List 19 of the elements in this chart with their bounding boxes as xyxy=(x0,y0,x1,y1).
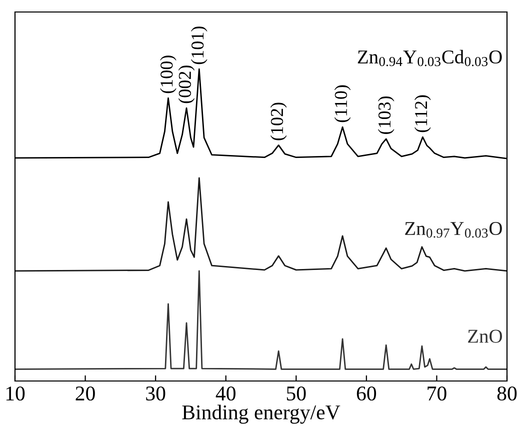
x-tick-label: 10 xyxy=(6,386,25,401)
annotation: (110) xyxy=(334,85,351,122)
annotation: (103) xyxy=(378,96,394,134)
x-tick-label: 80 xyxy=(497,386,517,401)
annotation: (002) xyxy=(178,66,195,104)
x-tick-label: 60 xyxy=(356,386,376,401)
text: Zn$_{0.94}$Y$_{0.03}$Cd$_{0.03}$O xyxy=(358,50,502,66)
x-tick-label: 30 xyxy=(146,386,166,401)
annotation: (102) xyxy=(270,102,287,140)
series-label: ZnO xyxy=(468,330,502,343)
x-tick-label: 70 xyxy=(428,386,446,401)
annotation: (101) xyxy=(190,26,208,64)
annotation: (112) xyxy=(414,95,431,132)
x-axis-title: Binding energy/eV xyxy=(182,404,340,424)
series-label: Zn$_{0.97}$Y$_{0.03}$O xyxy=(405,222,502,238)
x-tick-label: 40 xyxy=(216,386,236,401)
x-tick-label: 20 xyxy=(76,386,95,401)
annotation: (100) xyxy=(160,56,176,94)
x-tick-label: 50 xyxy=(286,386,306,401)
